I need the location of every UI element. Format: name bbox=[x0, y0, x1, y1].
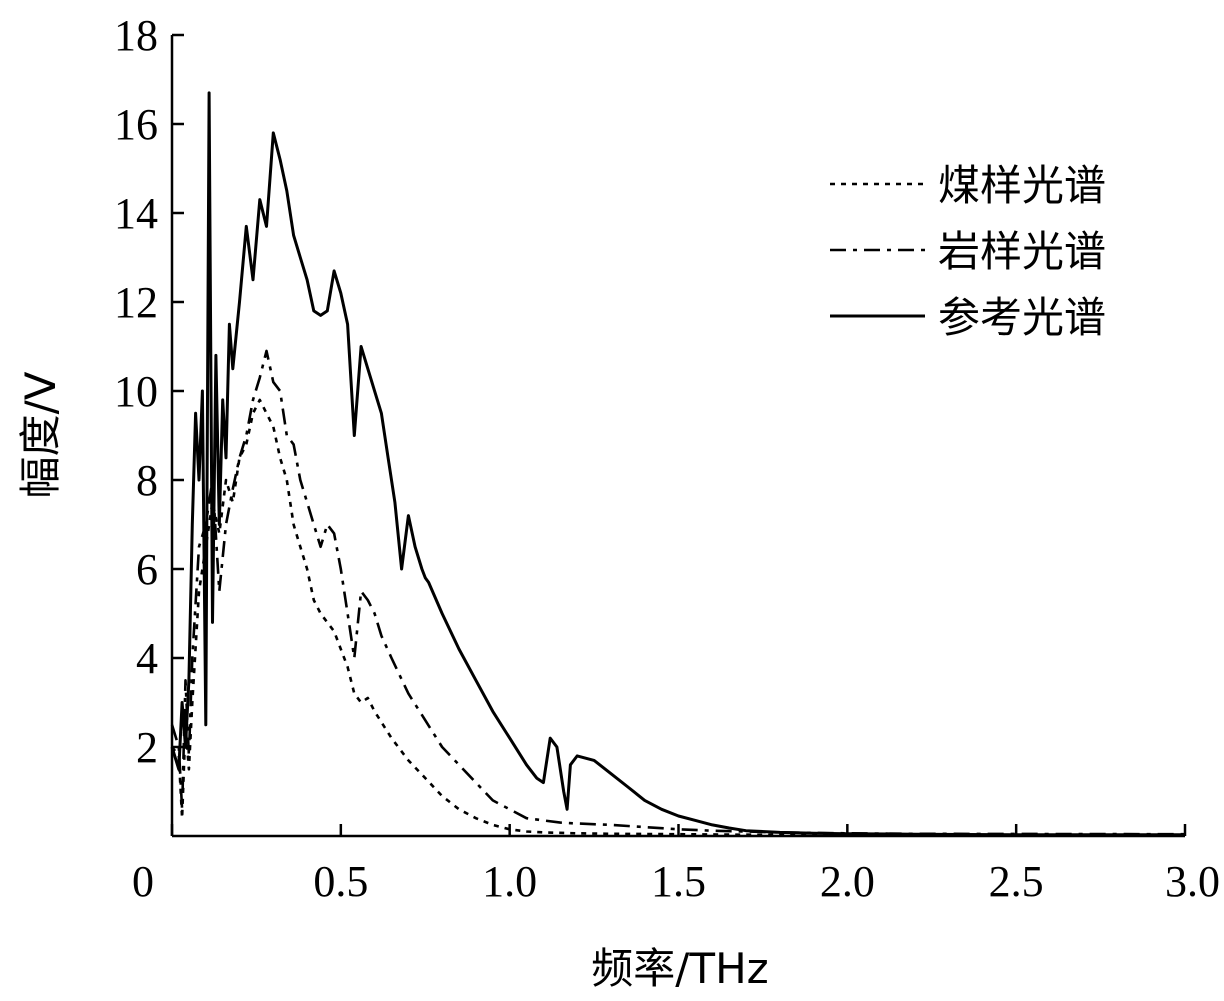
x-tick-label: 2.0 bbox=[820, 857, 875, 906]
series-line-1 bbox=[170, 398, 1185, 837]
series-layer bbox=[170, 91, 1186, 837]
y-tick-label: 16 bbox=[114, 100, 158, 149]
x-tick-label: 0 bbox=[132, 857, 154, 906]
y-tick-label: 8 bbox=[136, 456, 158, 505]
y-axis-label: 幅度/V bbox=[16, 371, 65, 498]
y-tick-label: 18 bbox=[114, 11, 158, 60]
x-tick-label: 2.5 bbox=[989, 857, 1044, 906]
y-tick-label: 10 bbox=[114, 367, 158, 416]
series-line-3 bbox=[170, 91, 1185, 837]
axes: 2 4 6 8 10 12 14 16 18 0 0.5 1.0 1.5 2.0 2.5 3.0 bbox=[114, 11, 1220, 906]
y-tick-label: 6 bbox=[136, 545, 158, 594]
x-tick-label: 1.0 bbox=[482, 857, 537, 906]
legend-label-1: 煤样光谱 bbox=[938, 161, 1106, 210]
y-tick-label: 14 bbox=[114, 189, 158, 238]
x-axis-label: 频率/THz bbox=[591, 944, 768, 993]
y-tick-label: 4 bbox=[136, 634, 158, 683]
x-tick-label: 3.0 bbox=[1165, 857, 1220, 906]
x-tick-label: 1.5 bbox=[651, 857, 706, 906]
legend-label-2: 岩样光谱 bbox=[938, 227, 1106, 276]
y-tick-label: 2 bbox=[136, 723, 158, 772]
legend-label-3: 参考光谱 bbox=[938, 293, 1106, 342]
x-tick-label: 0.5 bbox=[313, 857, 368, 906]
y-tick-label: 12 bbox=[114, 278, 158, 327]
series-line-2 bbox=[170, 349, 1186, 836]
